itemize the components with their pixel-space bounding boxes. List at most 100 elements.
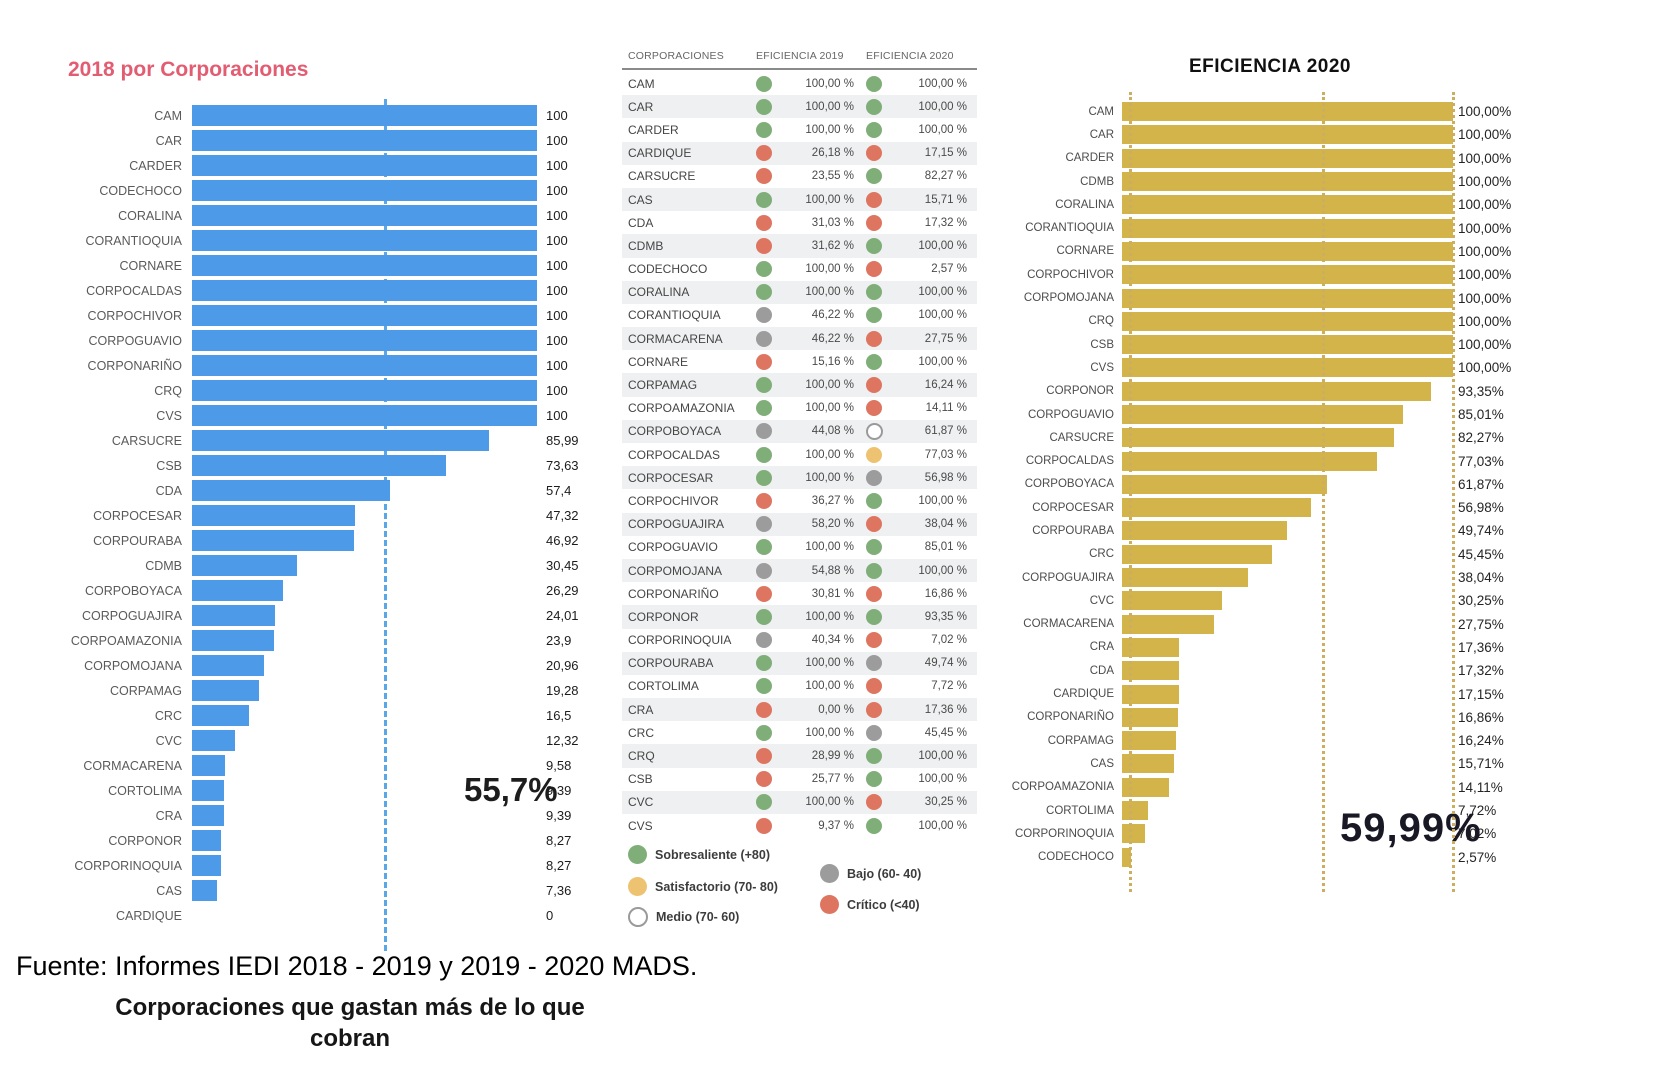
bar-value-label: 17,36%	[1458, 639, 1504, 655]
efficiency-cell: 17,15 %	[866, 142, 977, 165]
efficiency-cell: 23,55 %	[756, 165, 866, 188]
efficiency-cell: 100,00 %	[866, 768, 977, 791]
corporation-name: CARDIQUE	[628, 146, 692, 161]
efficiency-value: 93,35 %	[924, 610, 967, 623]
left-chart-row: CORPOAMAZONIA 23,9	[60, 628, 580, 653]
bar-value-label: 24,01	[546, 608, 579, 623]
bar-category-label: CVS	[156, 408, 182, 423]
legend-label: Crítico (<40)	[847, 897, 920, 912]
bar-value-label: 38,04%	[1458, 570, 1504, 586]
bar	[1122, 568, 1248, 588]
left-chart-row: CODECHOCO 100	[60, 178, 580, 203]
bar	[192, 805, 225, 826]
bar-track	[192, 305, 537, 326]
bar-track	[1122, 801, 1453, 821]
bar-track	[192, 355, 537, 376]
bar	[1122, 218, 1453, 238]
bar-category-label: CSB	[156, 458, 182, 473]
right-chart-gridline	[1452, 92, 1455, 892]
left-chart-row: CORANTIOQUIA 100	[60, 228, 580, 253]
table-row: CORPOGUAVIO 100,00 % 85,01 %	[622, 536, 977, 559]
rating-dot-red	[866, 585, 882, 602]
efficiency-cell: 100,00 %	[756, 118, 866, 141]
bar-category-label: CDA	[1089, 664, 1114, 677]
corporation-name: CORPAMAG	[628, 378, 698, 393]
left-chart-row: CORPOCALDAS 100	[60, 278, 580, 303]
bar-value-label: 100,00%	[1458, 104, 1512, 120]
rating-dot-green	[866, 75, 882, 92]
bar-track	[192, 680, 537, 701]
efficiency-cell: 30,25 %	[866, 791, 977, 814]
rating-dot-yellow	[866, 446, 882, 463]
left-chart-row: CAR 100	[60, 128, 580, 153]
bar-category-label: CORPOAMAZONIA	[1011, 781, 1114, 794]
efficiency-value: 100,00 %	[918, 77, 967, 90]
efficiency-value: 46,22 %	[811, 332, 854, 345]
bar	[1122, 428, 1395, 448]
rating-dot-green	[866, 562, 882, 579]
left-bar-chart-panel: 2018 por Corporaciones CAM 100 CAR 100 CARDE…	[60, 55, 580, 960]
bar-value-label: 19,28	[546, 683, 579, 698]
bar	[1122, 474, 1327, 494]
bar-track	[1122, 195, 1453, 215]
left-chart-row: CORTOLIMA 9,39	[60, 778, 580, 803]
rating-dot-gray	[756, 330, 772, 347]
bar-category-label: CORTOLIMA	[1046, 804, 1114, 817]
rating-dot-green	[866, 539, 882, 556]
bar-value-label: 20,96	[546, 658, 579, 673]
rating-dot-gray	[866, 469, 882, 486]
table-rows: CAM 100,00 % 100,00 % CAR 100,00 % 100,00 % CA…	[622, 72, 977, 837]
bar-track	[192, 830, 537, 851]
bar-category-label: CORPORINOQUIA	[1014, 827, 1114, 840]
rating-dot-green	[866, 98, 882, 115]
efficiency-value: 82,27 %	[924, 170, 967, 183]
efficiency-cell: 28,99 %	[756, 744, 866, 767]
right-chart-row: CORPOCALDAS 77,03%	[990, 449, 1630, 472]
bar-track	[1122, 241, 1453, 261]
table-row: CARDER 100,00 % 100,00 %	[622, 118, 977, 141]
bar-track	[192, 555, 537, 576]
efficiency-value: 14,11 %	[925, 402, 967, 415]
table-row: CORNARE 15,16 % 100,00 %	[622, 350, 977, 373]
bar-category-label: CORPAMAG	[110, 683, 182, 698]
efficiency-value: 100,00 %	[805, 610, 854, 623]
left-chart-row: CDA 57,4	[60, 478, 580, 503]
table-row: CARDIQUE 26,18 % 17,15 %	[622, 141, 977, 165]
efficiency-cell: 36,27 %	[756, 489, 866, 512]
rating-dot-red	[756, 701, 772, 718]
bar-category-label: CORNARE	[119, 258, 182, 273]
efficiency-value: 100,00 %	[918, 773, 967, 786]
bar-track	[192, 705, 537, 726]
bar-track	[1122, 521, 1453, 541]
bar-track	[192, 530, 537, 551]
efficiency-value: 54,88 %	[811, 564, 854, 577]
efficiency-cell: 93,35 %	[866, 605, 977, 628]
efficiency-value: 100,00 %	[805, 726, 854, 739]
efficiency-value: 100,00 %	[805, 471, 854, 484]
table-row: CORPAMAG 100,00 % 16,24 %	[622, 373, 977, 397]
efficiency-cell: 2,57 %	[866, 258, 977, 281]
bar-track	[1122, 102, 1453, 122]
bar-category-label: CORPOGUAJIRA	[1021, 571, 1114, 584]
left-chart-row: CORNARE 100	[60, 253, 580, 278]
table-row: CDA 31,03 % 17,32 %	[622, 211, 977, 234]
rating-dot-red	[866, 678, 882, 695]
corporation-name: CORNARE	[628, 354, 689, 369]
source-note: Fuente: Informes IEDI 2018 - 2019 y 2019…	[16, 951, 698, 981]
bar	[1122, 148, 1453, 168]
bar	[192, 780, 225, 801]
bar	[1122, 241, 1453, 261]
efficiency-value: 100,00 %	[805, 193, 854, 206]
right-chart-annotation: 59,99%	[1340, 806, 1482, 850]
table-row: CRA 0,00 % 17,36 %	[622, 698, 977, 722]
bar-category-label: CARSUCRE	[1049, 431, 1114, 444]
yellow-dot-icon	[628, 877, 647, 896]
bar-category-label: CORNARE	[1056, 245, 1114, 258]
bar-track	[1122, 428, 1453, 448]
efficiency-value: 85,01 %	[924, 541, 967, 554]
bar-value-label: 16,24%	[1458, 733, 1504, 749]
right-chart-row: CDA 17,32%	[990, 659, 1630, 682]
bar-track	[1122, 474, 1453, 494]
bar	[192, 680, 259, 701]
bar-category-label: CORPOURABA	[1032, 524, 1114, 537]
